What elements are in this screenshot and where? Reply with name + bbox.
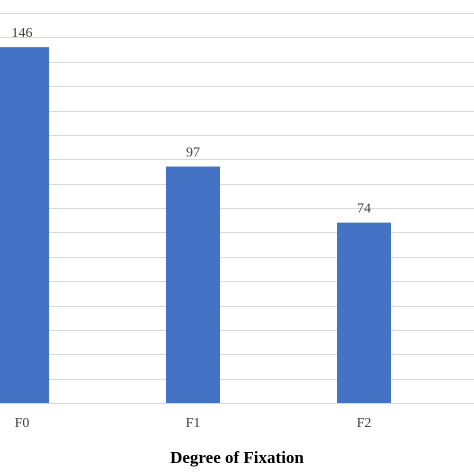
grid-layer <box>0 13 474 404</box>
bar-f1 <box>166 166 220 403</box>
data-label-f2: 74 <box>357 202 371 217</box>
x-axis-title: Degree of Fixation <box>170 448 304 467</box>
x-tick-layer: F0 F1 F2 <box>15 416 372 431</box>
data-label-f0: 146 <box>12 26 33 41</box>
data-label-f1: 97 <box>186 146 200 161</box>
x-tick-label-f2: F2 <box>357 416 372 431</box>
data-label-layer: 146 97 74 <box>12 26 372 217</box>
x-tick-label-f1: F1 <box>186 416 201 431</box>
bar-f0 <box>0 47 49 403</box>
bar-f2 <box>337 222 391 403</box>
bar-layer <box>0 47 391 403</box>
x-tick-label-f0: F0 <box>15 416 30 431</box>
